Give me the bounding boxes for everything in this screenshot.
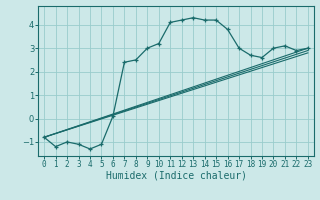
X-axis label: Humidex (Indice chaleur): Humidex (Indice chaleur) <box>106 171 246 181</box>
